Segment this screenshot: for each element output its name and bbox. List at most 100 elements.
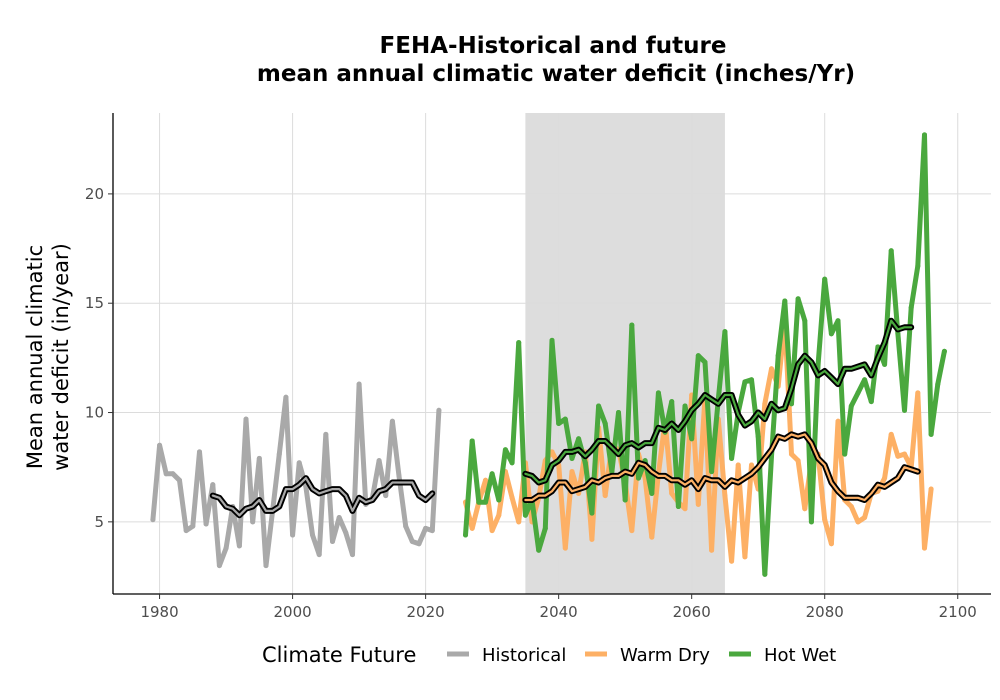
data-point-historical-1979	[150, 517, 156, 523]
data-point-hot-wet-2061	[695, 353, 701, 359]
data-point-historical-2006	[330, 539, 335, 545]
series-line-historical-10-yr-moving-average	[211, 477, 434, 517]
data-point-hot-wet-2074	[782, 298, 788, 304]
data-point-historical-1986	[196, 449, 202, 455]
data-point-warm-dry-2027	[469, 525, 475, 531]
data-point-hot-wet-2047	[602, 420, 608, 426]
y-tick-label-5: 5	[94, 513, 104, 531]
data-point-hot-wet-2052	[635, 475, 641, 481]
data-point-historical-1980	[157, 442, 163, 448]
data-point-hot-wet-2060	[689, 436, 695, 442]
data-point-hot-wet-2084	[848, 403, 854, 409]
legend-label-warm-dry: Warm Dry	[620, 645, 710, 666]
data-point-historical-2013	[376, 458, 382, 464]
data-point-hot-wet-2096	[928, 431, 934, 437]
data-point-hot-wet-2040	[556, 420, 562, 426]
data-point-warm-dry-2067	[735, 462, 741, 468]
data-point-warm-dry-2089	[882, 475, 888, 481]
data-point-warm-dry-2054	[649, 534, 655, 540]
data-point-hot-wet-2035	[522, 512, 528, 518]
data-point-historical-1993	[243, 416, 249, 422]
data-point-warm-dry-2066	[729, 558, 735, 564]
data-point-hot-wet-2079	[815, 361, 821, 367]
data-point-hot-wet-2038	[542, 525, 548, 531]
data-point-hot-wet-2058	[675, 504, 681, 510]
data-point-warm-dry-2072	[769, 366, 774, 372]
data-point-hot-wet-2029	[482, 499, 488, 505]
data-point-historical-1985	[190, 523, 196, 529]
data-point-warm-dry-2077	[802, 506, 808, 512]
data-point-hot-wet-2075	[788, 401, 794, 407]
data-point-historical-2021	[429, 528, 435, 534]
plot-area: 1980 2000 2020 2040 2060 2080 2100 5 10 15 20	[85, 113, 991, 621]
chart-title-line2: mean annual climatic water deficit (inch…	[257, 61, 855, 87]
x-tick-label-2000: 2000	[273, 603, 311, 621]
data-point-warm-dry-2071	[762, 401, 768, 407]
data-point-hot-wet-2065	[722, 329, 728, 335]
data-point-warm-dry-2033	[509, 495, 515, 501]
data-point-hot-wet-2042	[569, 455, 575, 461]
x-tick-label-2040: 2040	[540, 603, 578, 621]
series-line-hot-wet-10-yr-moving-average	[524, 319, 913, 484]
data-point-hot-wet-2073	[775, 353, 781, 359]
data-point-hot-wet-2055	[655, 390, 661, 396]
data-point-hot-wet-2071	[762, 571, 768, 577]
data-point-hot-wet-2049	[616, 410, 622, 416]
data-point-historical-1990	[223, 545, 229, 551]
data-point-warm-dry-2075	[788, 451, 794, 457]
data-point-historical-2017	[403, 523, 409, 529]
data-point-warm-dry-2065	[722, 493, 728, 499]
data-point-warm-dry-2041	[562, 545, 568, 551]
data-point-hot-wet-2057	[669, 399, 675, 405]
data-point-historical-1982	[170, 471, 176, 477]
data-point-hot-wet-2066	[729, 455, 735, 461]
x-tick-label-2020: 2020	[407, 603, 445, 621]
data-point-warm-dry-2094	[915, 390, 921, 396]
data-point-hot-wet-2039	[549, 337, 555, 343]
chart-title-line1: FEHA-Historical and future	[380, 33, 727, 59]
data-point-hot-wet-2077	[802, 318, 808, 324]
data-point-warm-dry-2091	[895, 453, 901, 459]
data-point-warm-dry-2068	[742, 554, 748, 560]
data-point-hot-wet-2033	[509, 460, 515, 466]
data-point-historical-2004	[316, 552, 322, 558]
data-point-warm-dry-2051	[629, 528, 635, 534]
legend: Climate Future Historical Warm Dry Hot W…	[262, 643, 836, 667]
data-point-hot-wet-2048	[609, 469, 615, 475]
y-axis-label-line1: Mean annual climatic	[23, 245, 47, 469]
data-point-hot-wet-2092	[902, 407, 908, 413]
data-point-historical-2001	[296, 460, 302, 466]
data-point-historical-1988	[210, 482, 216, 488]
data-point-hot-wet-2076	[795, 296, 801, 302]
data-point-hot-wet-2090	[888, 248, 894, 254]
y-tick-label-15: 15	[85, 294, 104, 312]
data-point-historical-2005	[323, 431, 329, 437]
data-point-hot-wet-2089	[882, 361, 888, 367]
data-point-hot-wet-2082	[835, 318, 841, 324]
data-point-hot-wet-2080	[822, 276, 828, 282]
data-point-historical-1981	[163, 471, 169, 477]
data-point-warm-dry-2090	[888, 431, 894, 437]
data-point-historical-2020	[423, 525, 429, 531]
data-point-hot-wet-2028	[476, 499, 482, 505]
data-point-hot-wet-2027	[469, 438, 475, 444]
x-tick-label-2080: 2080	[806, 603, 844, 621]
data-point-historical-1996	[263, 563, 269, 569]
data-point-hot-wet-2026	[463, 532, 469, 538]
data-point-historical-2009	[349, 552, 355, 558]
data-point-historical-2016	[396, 473, 402, 479]
data-point-hot-wet-2081	[828, 331, 834, 337]
data-point-hot-wet-2078	[808, 519, 814, 525]
data-point-warm-dry-2042	[569, 469, 575, 475]
data-point-hot-wet-2083	[842, 451, 848, 457]
data-point-warm-dry-2080	[822, 517, 828, 523]
data-point-warm-dry-2059	[682, 506, 688, 512]
data-point-hot-wet-2030	[489, 471, 495, 477]
data-point-hot-wet-2097	[935, 381, 941, 387]
data-point-hot-wet-2051	[629, 322, 635, 328]
data-point-hot-wet-2087	[868, 399, 874, 405]
data-point-hot-wet-2043	[576, 436, 582, 442]
data-point-warm-dry-2031	[496, 512, 502, 518]
data-point-hot-wet-2041	[562, 416, 568, 422]
